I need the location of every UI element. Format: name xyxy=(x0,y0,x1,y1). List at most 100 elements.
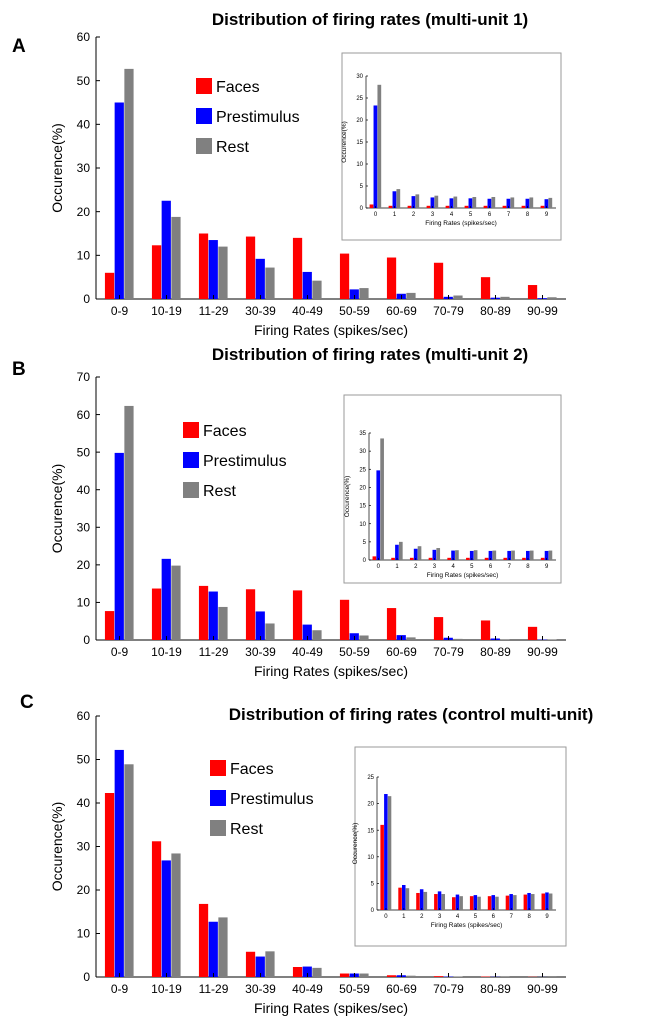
main-bar-faces xyxy=(198,903,209,977)
inset-bar-rest xyxy=(423,891,428,910)
inset-bar-prestimulus xyxy=(487,198,492,208)
inset-x-tick-label: 5 xyxy=(470,564,474,570)
inset-x-tick-label: 0 xyxy=(384,914,388,920)
inset-bar-prestimulus xyxy=(411,196,416,208)
main-x-tick-label: 0-9 xyxy=(111,304,129,318)
y-axis-label: Occurence(%) xyxy=(49,464,65,553)
inset-bar-faces xyxy=(464,205,469,208)
main-y-tick-label: 0 xyxy=(83,970,90,984)
chart-panel-a: A Distribution of firing rates (multi-uni… xyxy=(12,10,566,338)
inset-x-tick-label: 7 xyxy=(510,914,514,920)
legend-label-rest: Rest xyxy=(216,139,249,156)
main-bar-prestimulus xyxy=(208,240,218,299)
main-x-tick-label: 0-9 xyxy=(111,645,129,659)
inset-x-axis-label: Firing Rates (spikes/sec) xyxy=(427,572,499,579)
inset-bar-prestimulus xyxy=(402,885,406,910)
main-y-tick-label: 30 xyxy=(77,840,91,854)
inset-y-tick-label: 25 xyxy=(359,467,366,473)
inset-bar-prestimulus xyxy=(449,198,454,208)
main-y-tick-label: 40 xyxy=(77,118,91,132)
inset-x-tick-label: 1 xyxy=(402,914,406,920)
inset-bar-rest xyxy=(453,196,458,208)
main-x-tick-label: 80-89 xyxy=(480,982,511,996)
inset-y-tick-label: 10 xyxy=(367,855,374,861)
main-bar-faces xyxy=(245,589,256,640)
main-x-tick-label: 80-89 xyxy=(480,304,511,318)
main-bar-prestimulus xyxy=(255,611,265,640)
inset-x-tick-label: 8 xyxy=(526,564,530,570)
inset-bar-rest xyxy=(472,197,477,208)
legend-swatch-faces xyxy=(196,78,212,94)
inset-x-tick-label: 0 xyxy=(377,564,381,570)
legend-swatch-rest xyxy=(183,482,199,498)
inset-bar-prestimulus xyxy=(506,198,511,208)
inset-bar-rest xyxy=(387,796,392,910)
legend: Faces Prestimulus Rest xyxy=(210,760,314,838)
legend-label-rest: Rest xyxy=(230,821,263,838)
x-axis-label: Firing Rates (spikes/sec) xyxy=(254,663,408,679)
main-bar-prestimulus xyxy=(208,591,218,640)
main-bar-faces xyxy=(527,626,538,640)
main-x-tick-label: 10-19 xyxy=(151,982,182,996)
inset-y-axis-label: Occurence(%) xyxy=(352,823,359,865)
main-bar-prestimulus xyxy=(114,749,124,977)
inset-bar-prestimulus xyxy=(373,105,378,208)
inset-x-tick-label: 4 xyxy=(450,212,454,218)
inset-bar-rest xyxy=(491,197,496,208)
inset-y-tick-label: 15 xyxy=(359,504,366,510)
inset-x-tick-label: 4 xyxy=(451,564,455,570)
main-x-tick-label: 70-79 xyxy=(433,645,464,659)
inset-x-tick-label: 1 xyxy=(395,564,399,570)
main-bar-prestimulus xyxy=(161,200,171,299)
legend-label-prestimulus: Prestimulus xyxy=(230,791,314,808)
inset-x-axis-label: Firing Rates (spikes/sec) xyxy=(425,220,497,227)
inset-bar-prestimulus xyxy=(430,197,435,208)
legend: Faces Prestimulus Rest xyxy=(183,422,287,500)
main-x-tick-label: 70-79 xyxy=(433,982,464,996)
inset-bar-faces xyxy=(522,557,526,560)
main-bar-rest xyxy=(124,68,134,299)
main-x-tick-label: 60-69 xyxy=(386,645,417,659)
main-y-tick-label: 60 xyxy=(77,408,91,422)
main-y-tick-label: 10 xyxy=(77,927,91,941)
main-bar-rest xyxy=(171,216,181,299)
main-x-tick-label: 70-79 xyxy=(433,304,464,318)
inset-bar-faces xyxy=(409,557,414,560)
legend: Faces Prestimulus Rest xyxy=(196,78,300,156)
inset-y-tick-label: 0 xyxy=(363,558,367,564)
inset-x-tick-label: 3 xyxy=(438,914,442,920)
main-x-tick-label: 90-99 xyxy=(527,982,558,996)
main-x-tick-label: 40-49 xyxy=(292,982,323,996)
inset-x-tick-label: 9 xyxy=(545,212,549,218)
inset-bar-rest xyxy=(380,438,384,560)
inset-bar-rest xyxy=(441,894,446,910)
inset-y-tick-label: 5 xyxy=(371,882,375,888)
main-y-tick-label: 30 xyxy=(77,161,91,175)
main-bar-faces xyxy=(292,967,303,977)
main-bar-faces xyxy=(198,233,209,299)
inset-x-tick-label: 4 xyxy=(456,914,460,920)
inset-bar-rest xyxy=(434,195,439,208)
inset-x-tick-label: 3 xyxy=(433,564,437,570)
inset-bar-prestimulus xyxy=(527,892,531,910)
main-x-tick-label: 80-89 xyxy=(480,645,511,659)
inset-y-tick-label: 10 xyxy=(359,522,366,528)
main-bar-prestimulus xyxy=(208,921,218,977)
main-x-tick-label: 60-69 xyxy=(386,304,417,318)
inset-bar-prestimulus xyxy=(491,895,496,910)
inset-bar-rest xyxy=(531,894,535,910)
main-bar-prestimulus xyxy=(255,956,265,977)
inset-bar-rest xyxy=(459,896,463,910)
inset-bar-rest xyxy=(529,197,534,208)
main-bar-faces xyxy=(480,277,491,299)
inset-x-tick-label: 9 xyxy=(545,564,549,570)
inset-bar-prestimulus xyxy=(455,894,460,910)
inset-x-tick-label: 0 xyxy=(374,212,378,218)
inset-chart: 0 5 10 15 20 25 0 1 2 3 4 5 6 7 8 9 Occurence(%) Firing R… xyxy=(352,746,567,947)
inset-x-tick-label: 9 xyxy=(545,914,549,920)
inset-bar-faces xyxy=(541,893,546,910)
main-bar-faces xyxy=(151,588,162,640)
inset-bar-rest xyxy=(473,550,478,560)
inset-bar-rest xyxy=(529,550,534,560)
